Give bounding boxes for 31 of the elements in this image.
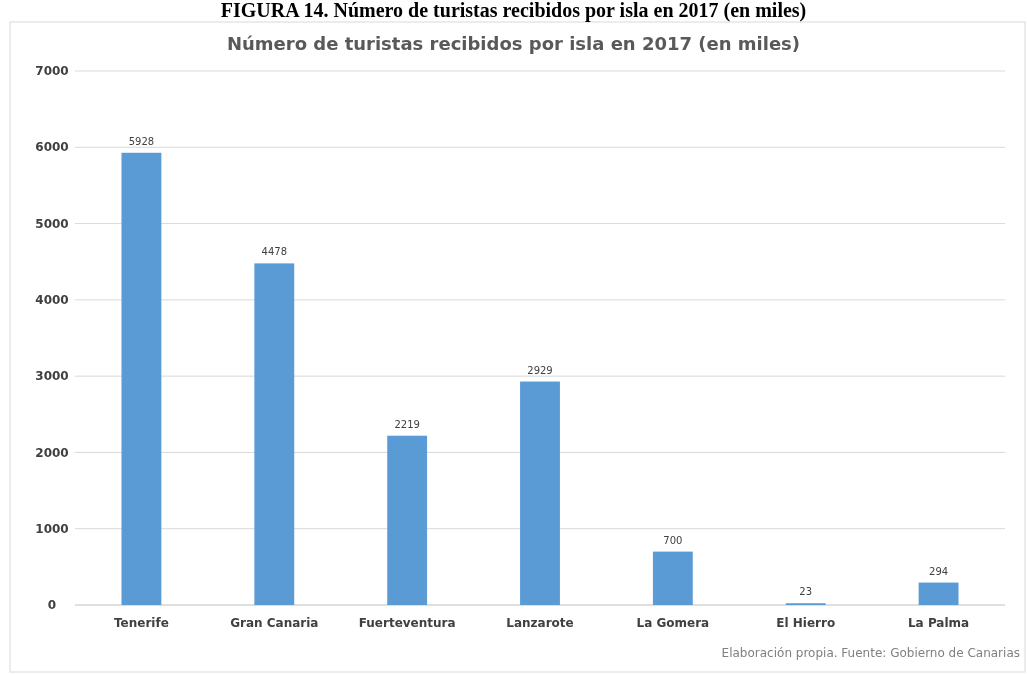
data-label: 2219 (394, 418, 420, 430)
bar (918, 582, 959, 605)
y-tick-label: 2000 (35, 445, 69, 460)
bar (520, 381, 560, 605)
y-tick-label: 7000 (35, 64, 69, 79)
x-tick-label: Fuerteventura (358, 616, 456, 630)
data-label: 2929 (527, 364, 553, 376)
bar (652, 551, 693, 605)
x-tick-label: Gran Canaria (230, 616, 319, 630)
bar (254, 263, 295, 605)
data-label: 294 (929, 565, 949, 577)
data-label: 4478 (261, 246, 288, 258)
y-tick-label: 6000 (35, 140, 69, 155)
chart-title: FIGURA 14. Número de turistas recibidos por isla en 2017 (en miles) (220, 0, 807, 22)
y-tick-label: 3000 (35, 369, 69, 384)
data-label: 700 (663, 534, 683, 546)
data-label: 5928 (128, 135, 155, 147)
x-tick-label: Lanzarote (506, 616, 574, 630)
text: Elaboración propia. Fuente: Gobierno de Canarias (721, 646, 1020, 660)
bar (121, 152, 162, 605)
y-tick-label: 1000 (35, 521, 69, 536)
y-tick-label: 0 (47, 598, 57, 613)
x-tick-label: Tenerife (114, 616, 169, 630)
x-tick-label: La Gomera (636, 616, 710, 630)
y-tick-label: 5000 (35, 216, 69, 231)
x-tick-label: La Palma (907, 616, 970, 630)
x-tick-label: El Hierro (776, 616, 836, 630)
bar (387, 435, 428, 605)
data-label: 23 (799, 586, 813, 598)
chart-subtitle: Número de turistas recibidos por isla en 2017 (en miles) (226, 33, 801, 54)
y-tick-label: 4000 (35, 293, 69, 308)
